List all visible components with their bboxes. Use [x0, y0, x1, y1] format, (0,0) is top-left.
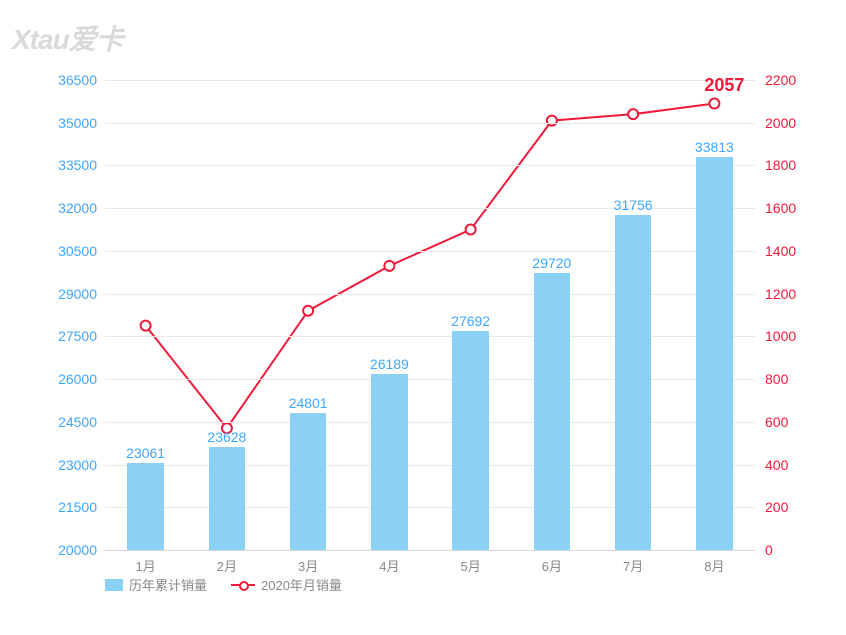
- bar: [127, 463, 164, 550]
- line-marker: [547, 116, 557, 126]
- x-tick-label: 3月: [298, 556, 318, 575]
- y-left-tick-label: 30500: [58, 243, 97, 259]
- x-tick-label: 1月: [136, 556, 156, 575]
- line-marker: [303, 306, 313, 316]
- x-tick-label: 6月: [542, 556, 562, 575]
- line-marker: [384, 261, 394, 271]
- grid-line: [105, 465, 755, 466]
- bar: [452, 331, 489, 550]
- y-left-tick-label: 29000: [58, 286, 97, 302]
- grid-line: [105, 336, 755, 337]
- y-right-tick-label: 400: [765, 457, 788, 473]
- line-marker: [709, 99, 719, 109]
- line-marker: [141, 321, 151, 331]
- bar-value-label: 26189: [370, 356, 409, 372]
- y-right-tick-label: 2200: [765, 72, 796, 88]
- bar: [534, 273, 571, 550]
- bar-value-label: 33813: [695, 139, 734, 155]
- y-right-tick-label: 1800: [765, 157, 796, 173]
- y-right-tick-label: 600: [765, 414, 788, 430]
- y-left-tick-label: 32000: [58, 200, 97, 216]
- y-left-tick-label: 21500: [58, 499, 97, 515]
- y-left-tick-label: 24500: [58, 414, 97, 430]
- chart-legend: 历年累计销量 2020年月销量: [105, 575, 342, 594]
- x-tick-label: 8月: [704, 556, 724, 575]
- sales-chart: 2000021500230002450026000275002900030500…: [20, 20, 826, 615]
- bar: [209, 447, 246, 550]
- grid-line: [105, 251, 755, 252]
- line-marker: [466, 225, 476, 235]
- y-left-tick-label: 26000: [58, 371, 97, 387]
- y-right-tick-label: 800: [765, 371, 788, 387]
- grid-line: [105, 123, 755, 124]
- y-left-tick-label: 23000: [58, 457, 97, 473]
- bar-value-label: 27692: [451, 313, 490, 329]
- legend-label-line: 2020年月销量: [261, 575, 342, 594]
- bar-value-label: 24801: [289, 395, 328, 411]
- y-right-tick-label: 1000: [765, 328, 796, 344]
- grid-line: [105, 165, 755, 166]
- y-right-tick-label: 1400: [765, 243, 796, 259]
- y-left-tick-label: 20000: [58, 542, 97, 558]
- bar-value-label: 23061: [126, 445, 165, 461]
- y-right-tick-label: 2000: [765, 115, 796, 131]
- legend-swatch-bar: [105, 579, 123, 591]
- bar-value-label: 23628: [207, 429, 246, 445]
- y-left-tick-label: 27500: [58, 328, 97, 344]
- x-tick-label: 2月: [217, 556, 237, 575]
- grid-line: [105, 422, 755, 423]
- y-right-tick-label: 1600: [765, 200, 796, 216]
- grid-line: [105, 507, 755, 508]
- bar-value-label: 31756: [614, 197, 653, 213]
- plot-area: 2000021500230002450026000275002900030500…: [105, 80, 755, 551]
- y-right-tick-label: 200: [765, 499, 788, 515]
- x-tick-label: 7月: [623, 556, 643, 575]
- legend-item-line: 2020年月销量: [231, 575, 342, 594]
- line-peak-label: 2057: [704, 75, 744, 96]
- bar-value-label: 29720: [532, 255, 571, 271]
- bar: [290, 413, 327, 550]
- y-left-tick-label: 33500: [58, 157, 97, 173]
- grid-line: [105, 294, 755, 295]
- bar: [696, 157, 733, 550]
- bar: [371, 374, 408, 550]
- y-right-tick-label: 1200: [765, 286, 796, 302]
- grid-line: [105, 80, 755, 81]
- grid-line: [105, 379, 755, 380]
- y-left-tick-label: 36500: [58, 72, 97, 88]
- x-tick-label: 5月: [461, 556, 481, 575]
- line-series-layer: [105, 80, 755, 550]
- legend-swatch-line: [231, 579, 255, 591]
- y-left-tick-label: 35000: [58, 115, 97, 131]
- bar: [615, 215, 652, 550]
- watermark-text: Xtau爱卡: [12, 18, 123, 58]
- grid-line: [105, 208, 755, 209]
- legend-label-bars: 历年累计销量: [129, 575, 207, 594]
- x-tick-label: 4月: [379, 556, 399, 575]
- line-marker: [628, 109, 638, 119]
- y-right-tick-label: 0: [765, 542, 773, 558]
- legend-item-bars: 历年累计销量: [105, 575, 207, 594]
